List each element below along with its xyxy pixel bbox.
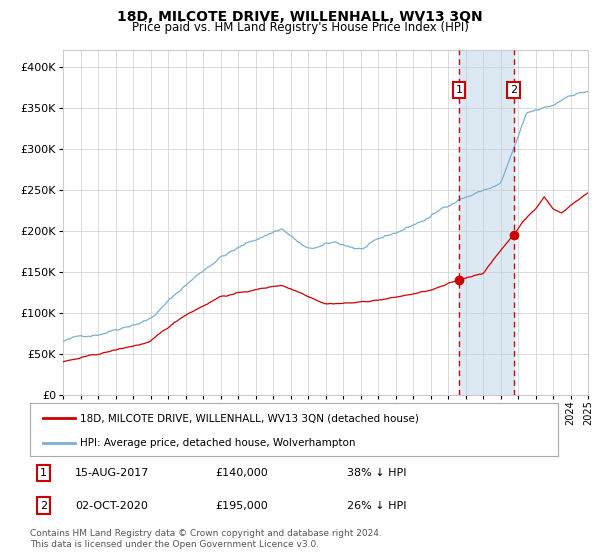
Text: 1: 1 — [40, 468, 47, 478]
Text: 26% ↓ HPI: 26% ↓ HPI — [347, 501, 406, 511]
Text: 2: 2 — [40, 501, 47, 511]
Bar — [459, 50, 514, 395]
Text: 15-AUG-2017: 15-AUG-2017 — [75, 468, 149, 478]
Text: 38% ↓ HPI: 38% ↓ HPI — [347, 468, 406, 478]
Text: £140,000: £140,000 — [215, 468, 268, 478]
Text: £195,000: £195,000 — [215, 501, 268, 511]
Text: 18D, MILCOTE DRIVE, WILLENHALL, WV13 3QN (detached house): 18D, MILCOTE DRIVE, WILLENHALL, WV13 3QN… — [80, 413, 419, 423]
Text: 02-OCT-2020: 02-OCT-2020 — [75, 501, 148, 511]
Text: 1: 1 — [455, 85, 463, 95]
Text: HPI: Average price, detached house, Wolverhampton: HPI: Average price, detached house, Wolv… — [80, 438, 356, 448]
Text: Contains HM Land Registry data © Crown copyright and database right 2024.
This d: Contains HM Land Registry data © Crown c… — [30, 529, 382, 549]
Text: Price paid vs. HM Land Registry's House Price Index (HPI): Price paid vs. HM Land Registry's House … — [131, 21, 469, 34]
Text: 2: 2 — [510, 85, 517, 95]
Text: 18D, MILCOTE DRIVE, WILLENHALL, WV13 3QN: 18D, MILCOTE DRIVE, WILLENHALL, WV13 3QN — [117, 10, 483, 24]
